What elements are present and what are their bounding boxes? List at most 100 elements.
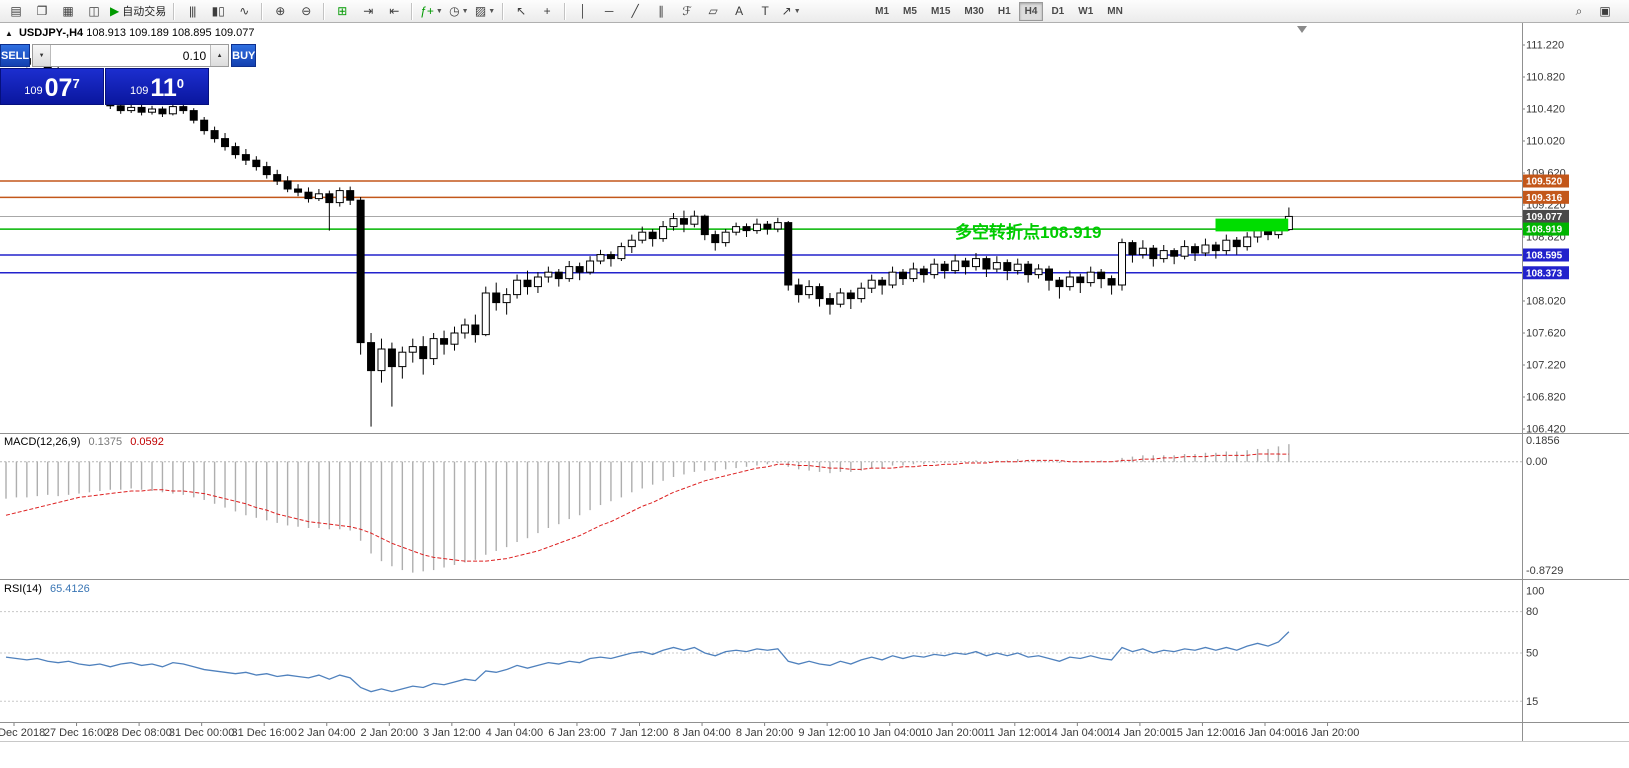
pivot-annotation-text: 多空转折点108.919 (955, 223, 1102, 242)
ask-price: 109 11 0 (105, 68, 209, 105)
toolbar-candles-mode-button[interactable]: ▮▯ (206, 2, 230, 21)
svg-text:107.620: 107.620 (1526, 328, 1566, 340)
svg-text:15: 15 (1526, 696, 1538, 708)
bid-big-digits: 07 (44, 74, 73, 102)
volume-down-button[interactable]: ▼ (33, 45, 52, 66)
timeframe-H1-button[interactable]: H1 (997, 5, 1011, 17)
svg-text:109.316: 109.316 (1526, 193, 1563, 204)
templates-icon: ▨ (474, 4, 487, 18)
svg-text:2 Jan 04:00: 2 Jan 04:00 (298, 727, 356, 739)
toolbar-zoom-out-button[interactable]: ⊖ (294, 2, 318, 21)
sell-button[interactable]: SELL (0, 44, 31, 67)
toolbar-layout-button[interactable]: ▣ (1593, 2, 1617, 21)
toolbar-search-button[interactable]: ⌕ (1567, 2, 1591, 21)
indicators-icon: ƒ+ (420, 4, 434, 18)
toolbar-auto-trading-button[interactable]: ▶ 自动交易 (108, 2, 168, 21)
auto-trading-label: 自动交易 (122, 6, 167, 18)
macd-label: MACD(12,26,9) 0.1375 0.0592 (4, 436, 164, 448)
svg-text:80: 80 (1526, 606, 1538, 618)
svg-text:27 Dec 16:00: 27 Dec 16:00 (44, 727, 109, 739)
chart-title: ▲ USDJPY-,H4 108.913 109.189 108.895 109… (5, 27, 254, 39)
svg-text:108.595: 108.595 (1526, 251, 1563, 262)
toolbar-text-tool-button[interactable]: A (727, 2, 751, 21)
svg-text:15 Jan 12:00: 15 Jan 12:00 (1171, 727, 1235, 739)
svg-text:16 Jan 20:00: 16 Jan 20:00 (1296, 727, 1360, 739)
toolbar-line-mode-button[interactable]: ∿ (232, 2, 256, 21)
svg-text:10 Jan 04:00: 10 Jan 04:00 (858, 727, 922, 739)
svg-text:8 Jan 20:00: 8 Jan 20:00 (736, 727, 794, 739)
svg-text:16 Jan 04:00: 16 Jan 04:00 (1233, 727, 1297, 739)
toolbar-shapes-tool-button[interactable]: ▱ (701, 2, 725, 21)
timeframe-MN-button[interactable]: MN (1107, 5, 1123, 17)
svg-text:0.00: 0.00 (1526, 456, 1547, 468)
hlines-layer[interactable] (0, 180, 1522, 274)
trendline-tool-icon: ╱ (631, 4, 639, 18)
timeframe-M5-button[interactable]: M5 (903, 5, 917, 17)
toolbar-chart-shift-button[interactable]: ⇤ (382, 2, 406, 21)
svg-text:100: 100 (1526, 586, 1544, 598)
timeframe-M15-button[interactable]: M15 (930, 5, 951, 17)
toolbar-new-order-button[interactable]: ▤ (4, 2, 28, 21)
zoom-out-icon: ⊖ (301, 4, 312, 18)
toolbar-data-window-button[interactable]: ◫ (82, 2, 106, 21)
label-tool-icon: T (761, 4, 769, 18)
svg-text:14 Jan 20:00: 14 Jan 20:00 (1108, 727, 1172, 739)
volume-box: ▼ ▲ (32, 44, 230, 67)
svg-text:14 Jan 04:00: 14 Jan 04:00 (1046, 727, 1110, 739)
chart-shift-marker-icon[interactable] (1297, 26, 1307, 33)
toolbar-vline-tool-button[interactable]: │ (571, 2, 595, 21)
toolbar-autoscroll-button[interactable]: ⇥ (356, 2, 380, 21)
toolbar-fibonacci-tool-button[interactable]: ℱ (675, 2, 699, 21)
rsi-pane: 100 80 50 15 (0, 586, 1544, 708)
channel-tool-icon: ∥ (658, 4, 665, 18)
timeframe-M1-button[interactable]: M1 (875, 5, 890, 17)
one-click-trading-panel: SELL ▼ ▲ BUY 109 07 7 109 11 0 (0, 44, 257, 105)
toolbar-channel-tool-button[interactable]: ∥ (649, 2, 673, 21)
rsi-value: 65.4126 (49, 583, 90, 595)
toolbar-bars-mode-button[interactable]: ||| (180, 2, 204, 21)
svg-text:28 Dec 08:00: 28 Dec 08:00 (106, 727, 171, 739)
macd-main-value: 0.1375 (88, 436, 123, 448)
toolbar-trendline-tool-button[interactable]: ╱ (623, 2, 647, 21)
svg-text:50: 50 (1526, 648, 1538, 660)
timeframe-M30-button[interactable]: M30 (964, 5, 984, 17)
toolbar-charts-button[interactable]: ❐ (30, 2, 54, 21)
volume-input[interactable] (51, 45, 211, 66)
macd-name: MACD(12,26,9) (4, 436, 81, 448)
timeframe-W1-button[interactable]: W1 (1078, 5, 1094, 17)
ask-pipette: 0 (176, 76, 185, 91)
timeframe-D1-button[interactable]: D1 (1051, 5, 1065, 17)
toolbar-zoom-in-button[interactable]: ⊕ (268, 2, 292, 21)
bid-pipette: 7 (72, 76, 80, 91)
chart-shift-icon: ⇤ (389, 4, 400, 18)
svg-text:-0.8729: -0.8729 (1526, 565, 1563, 577)
svg-text:2 Jan 20:00: 2 Jan 20:00 (361, 727, 419, 739)
toolbar-periods-button[interactable]: ◷ ▼ (447, 2, 471, 21)
autoscroll-icon: ⇥ (363, 4, 374, 18)
toolbar-crosshair-button[interactable]: + (535, 2, 559, 21)
toolbar-label-tool-button[interactable]: T (753, 2, 777, 21)
toolbar-profiles-button[interactable]: ▦ (56, 2, 80, 21)
ask-prefix: 109 (129, 85, 149, 97)
quote-panel-collapse-arrow-icon[interactable]: ▲ (5, 29, 13, 38)
toolbar-hline-tool-button[interactable]: ─ (597, 2, 621, 21)
shapes-tool-icon: ▱ (708, 4, 718, 18)
toolbar-indicators-button[interactable]: ƒ+ ▼ (418, 2, 445, 21)
toolbar-cursor-button[interactable]: ↖ (509, 2, 533, 21)
cursor-icon: ↖ (516, 4, 527, 18)
toolbar-arrows-tool-button[interactable]: ↗ ▼ (779, 2, 803, 21)
buy-button[interactable]: BUY (231, 44, 257, 67)
toolbar-templates-button[interactable]: ▨ ▼ (473, 2, 497, 21)
auto-trading-icon: ▶ (110, 4, 120, 18)
highlight-layer[interactable] (1215, 218, 1289, 232)
search-icon: ⌕ (1575, 4, 1583, 18)
timeframe-H4-button[interactable]: H4 (1018, 1, 1044, 21)
toolbar-tile-windows-button[interactable]: ⊞ (330, 2, 354, 21)
price-axis[interactable]: 111.220110.820110.420110.020109.620109.2… (1522, 40, 1569, 436)
volume-up-button[interactable]: ▲ (210, 45, 229, 66)
svg-text:110.820: 110.820 (1526, 72, 1565, 84)
profiles-icon: ▦ (62, 4, 74, 18)
bid-price: 109 07 7 (0, 68, 104, 105)
